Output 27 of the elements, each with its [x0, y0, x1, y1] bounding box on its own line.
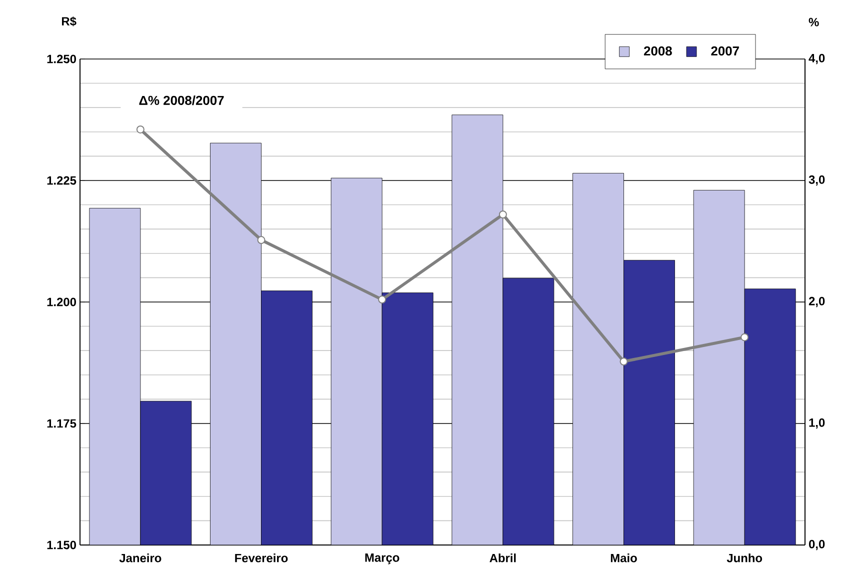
series-label: Δ% 2008/2007 [139, 95, 224, 106]
x-tick-label: Maio [610, 554, 637, 562]
point [498, 210, 507, 219]
y2-tick-label: 4,0 [808, 54, 825, 64]
legend-label: 2007 [711, 46, 739, 56]
y-tick-label: 1.200 [47, 298, 76, 306]
x-tick-label: Junho [726, 554, 762, 562]
y2-tick-label: 2,0 [808, 296, 825, 308]
x-tick-label: Março [365, 554, 400, 564]
y2-tick-label: 3,0 [808, 175, 825, 186]
x-tick-label: Janeiro [119, 554, 162, 562]
legend-label: 2008 [644, 46, 672, 56]
y-tick-label: 1.250 [47, 54, 76, 64]
y-tick-label: 1.175 [47, 419, 76, 428]
x-tick-label: Fevereiro [235, 554, 288, 562]
point [378, 296, 386, 304]
point [620, 358, 628, 366]
point [740, 333, 749, 342]
point [257, 236, 266, 244]
y2-tick-label: 1,0 [809, 418, 825, 429]
y-tick-label: 1.225 [47, 176, 76, 185]
y-axis-title: R$ [62, 16, 76, 26]
point [136, 125, 144, 134]
y-tick-label: 1.150 [47, 540, 76, 550]
x-tick-label: Abril [490, 554, 516, 562]
y2-axis-title: % [808, 18, 819, 26]
y2-tick-label: 0,0 [808, 540, 825, 550]
